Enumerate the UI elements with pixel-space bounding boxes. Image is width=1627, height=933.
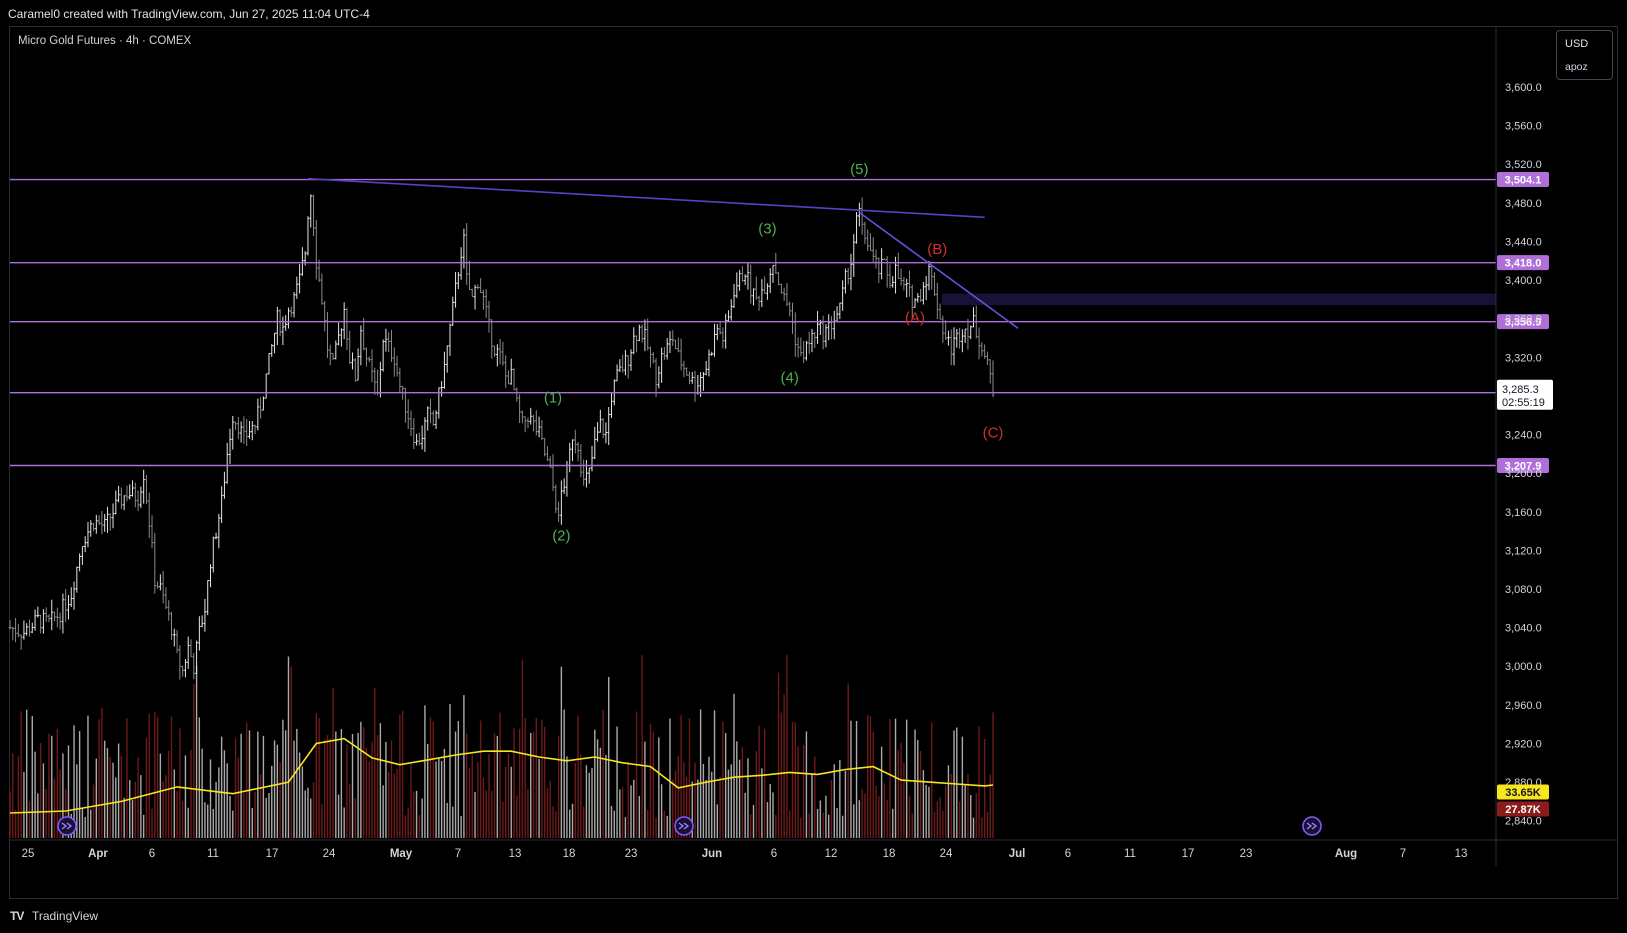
volume-ma-line (9, 737, 994, 814)
x-axis-tick-label: May (390, 848, 413, 860)
trendline[interactable] (307, 177, 985, 219)
y-axis-tick-label: 3,480.0 (1505, 198, 1542, 210)
y-axis-tick-label: 3,320.0 (1505, 352, 1542, 364)
x-axis-tick-label: 6 (149, 848, 155, 860)
x-axis-tick-label: Jun (702, 848, 722, 860)
y-axis-tick-label: 3,160.0 (1505, 507, 1542, 519)
x-axis-tick-label: 25 (22, 848, 35, 860)
volume-value-label: 33.65K (1505, 787, 1541, 799)
tradingview-logo-icon: TV (10, 909, 24, 923)
price-zone-box (942, 293, 1496, 306)
last-price-label: 3,285.3 (1502, 384, 1539, 396)
elliott-wave-label[interactable]: (B) (927, 241, 947, 258)
currency-label: USD (1565, 38, 1589, 50)
level-price-tag (1497, 458, 1549, 474)
x-axis-tick-label: 12 (825, 848, 838, 860)
x-axis-tick-label: Apr (88, 848, 108, 860)
last-price-tag (1497, 379, 1553, 410)
volume-value-tag (1497, 801, 1549, 817)
level-price-tag (1497, 255, 1549, 271)
x-axis-tick-label: 13 (509, 848, 522, 860)
x-axis-tick-label: 6 (1065, 848, 1071, 860)
y-axis-tick-label: 3,120.0 (1505, 545, 1542, 557)
y-axis-tick-label: 3,080.0 (1505, 584, 1542, 596)
y-axis-tick-label: 3,000.0 (1505, 661, 1542, 673)
x-axis-tick-label: Jul (1009, 848, 1026, 860)
elliott-wave-label[interactable]: (4) (781, 369, 799, 386)
tradingview-brand[interactable]: TV TradingView (10, 909, 98, 923)
level-price-label: 3,418.0 (1505, 258, 1542, 270)
elliott-wave-label[interactable]: (C) (983, 424, 1004, 441)
credit-bar: Caramel0 created with TradingView.com, J… (0, 0, 1627, 26)
x-axis-tick-label: 24 (940, 848, 953, 860)
currency-box[interactable]: USD apoz (1556, 30, 1613, 80)
symbol-title: Micro Gold Futures · 4h · COMEX (18, 35, 192, 47)
x-axis-tick-label: 13 (1455, 848, 1468, 860)
y-axis-tick-label: 3,440.0 (1505, 236, 1542, 248)
x-axis-tick-label: Aug (1335, 848, 1357, 860)
volume-value-label: 27.87K (1505, 804, 1541, 816)
elliott-wave-label[interactable]: (3) (758, 221, 776, 238)
elliott-wave-label[interactable]: (A) (905, 310, 925, 327)
trendline[interactable] (858, 211, 1019, 329)
x-axis-tick-label: 23 (1240, 848, 1253, 860)
brand-text: TradingView (32, 909, 99, 923)
y-axis-tick-label: 3,360.0 (1505, 314, 1542, 326)
y-axis-tick-label: 3,040.0 (1505, 623, 1542, 635)
x-axis-tick-label: 23 (625, 848, 638, 860)
elliott-wave-label[interactable]: (2) (552, 528, 570, 545)
elliott-wave-label[interactable]: (5) (850, 161, 868, 178)
x-axis-tick-label: 17 (266, 848, 279, 860)
level-price-label: 3,207.9 (1505, 461, 1542, 473)
x-axis-tick-label: 11 (1124, 848, 1136, 860)
x-axis-tick-label: 17 (1182, 848, 1195, 860)
currency-sublabel: apoz (1565, 61, 1588, 73)
y-axis-tick-label: 3,560.0 (1505, 121, 1542, 133)
x-axis-tick-label: 7 (1400, 848, 1406, 860)
footer (0, 899, 1627, 933)
x-axis-tick-label: 7 (455, 848, 461, 860)
y-axis-tick-label: 2,920.0 (1505, 738, 1542, 750)
y-axis-tick-label: 2,840.0 (1505, 816, 1542, 828)
y-axis-tick-label: 3,400.0 (1505, 275, 1542, 287)
volume-value-tag (1497, 784, 1549, 800)
y-axis-tick-label: 3,520.0 (1505, 159, 1542, 171)
credit-text: Caramel0 created with TradingView.com, J… (8, 7, 370, 21)
x-axis-tick-label: 6 (771, 848, 777, 860)
event-marker-chevron-icon (61, 822, 73, 830)
elliott-wave-label[interactable]: (1) (544, 390, 562, 407)
event-marker-chevron-icon (678, 822, 690, 830)
level-price-label: 3,504.1 (1505, 175, 1542, 187)
x-axis-tick-label: 24 (323, 848, 336, 860)
level-price-tag (1497, 172, 1549, 188)
y-axis-tick-label: 2,960.0 (1505, 700, 1542, 712)
x-axis-tick-label: 11 (207, 848, 219, 860)
event-marker-chevron-icon (1306, 822, 1318, 830)
y-axis-tick-label: 3,200.0 (1505, 468, 1542, 480)
x-axis-tick-label: 18 (883, 848, 896, 860)
bar-countdown-label: 02:55:19 (1502, 397, 1545, 409)
y-axis-tick-label: 3,240.0 (1505, 430, 1542, 442)
level-price-tag (1497, 314, 1549, 330)
x-axis-tick-label: 18 (563, 848, 576, 860)
y-axis-tick-label: 3,600.0 (1505, 82, 1542, 94)
level-price-label: 3,356.9 (1505, 317, 1542, 329)
